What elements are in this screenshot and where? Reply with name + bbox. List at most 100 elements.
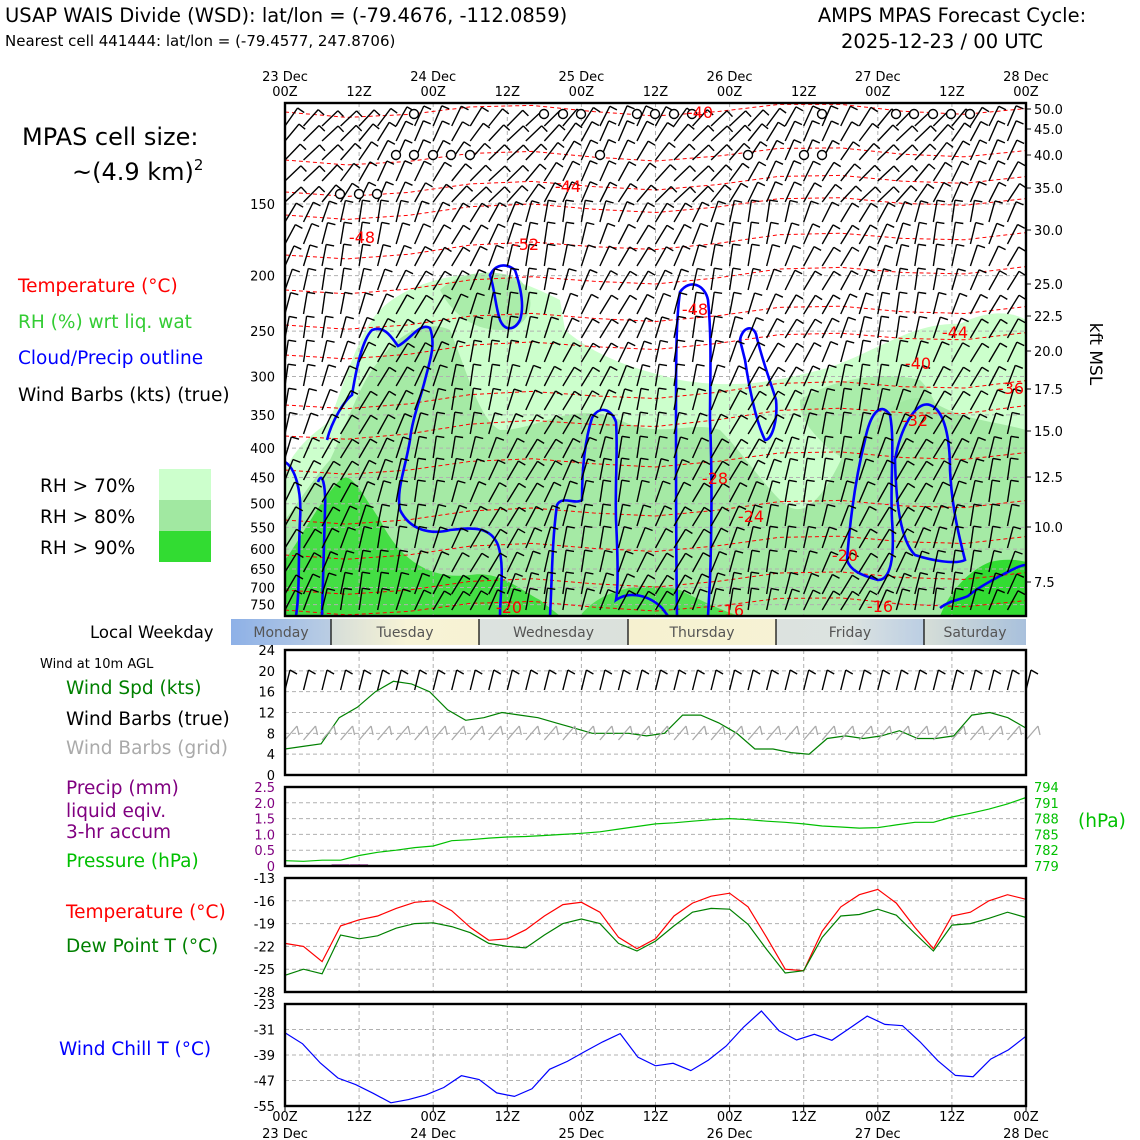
wind-barb (821, 504, 829, 527)
wind-barb (469, 436, 477, 459)
wind-barb-flag (881, 315, 890, 319)
grid-wind-barb-flag (407, 725, 411, 736)
wind-barb-flag (666, 224, 675, 231)
wind-barb-flag (337, 110, 344, 117)
wind-barb-flag (648, 224, 656, 230)
wind-barb-flag (991, 479, 1001, 483)
wind-barb (728, 365, 740, 387)
wind-barb-flag (1037, 141, 1044, 145)
pressure-tick-label: 350 (250, 409, 275, 424)
wind-barb-flag (843, 387, 853, 391)
height-tick-label: 15.0 (1034, 425, 1063, 440)
wind-barb-flag (852, 141, 861, 147)
wind-barb (784, 436, 793, 459)
wind-barb (840, 480, 848, 503)
wind-barb-flag (844, 435, 853, 439)
wind-barb-flag (854, 163, 862, 170)
wind-barb-flag (813, 245, 822, 252)
wind-barb (617, 436, 623, 459)
wind-barb (951, 160, 963, 182)
wind-barb (988, 504, 993, 527)
temperature-contour-label: -20 (496, 598, 522, 617)
wind-barb-flag (708, 144, 715, 152)
wind-barb (525, 550, 534, 573)
wind-barb-flag (974, 479, 983, 483)
wind-barb-flag (404, 160, 413, 165)
surface-wind-barb (395, 669, 402, 691)
grid-wind-barb (1006, 725, 1020, 741)
wind-barb-flag (733, 571, 742, 575)
wind-barb-flag (516, 437, 525, 443)
wind-barb-flag (745, 110, 752, 118)
wind-barb (988, 223, 998, 245)
wind-barb-flag (481, 552, 490, 559)
wind-barb-flag (533, 364, 542, 369)
wind-barb (340, 142, 356, 161)
wind-barb-flag (998, 181, 1007, 187)
wind-barb-flag (947, 124, 955, 131)
wind-barb (710, 482, 724, 503)
wind-barb-flag (777, 366, 786, 373)
wind-barb-flag (380, 199, 389, 203)
wind-barb-flag (863, 411, 872, 415)
wind-barb (914, 163, 930, 182)
wind-barb (840, 527, 851, 549)
wind-barb (562, 342, 575, 363)
wind-chill-panel: -55-47-39-31-23 (254, 998, 1028, 1115)
wind-barb (1006, 201, 1017, 223)
bottom-axis-hour: 00Z (420, 1110, 446, 1125)
wind-barb (988, 526, 994, 549)
wind-barb (821, 270, 835, 291)
wind-barb-flag (462, 574, 471, 580)
wind-barb-flag (936, 587, 945, 590)
wind-barb-flag (670, 186, 678, 193)
wind-barb (302, 292, 308, 315)
cell-size-value: ~(4.9 km)2 (72, 156, 203, 186)
bottom-axis-hour: 12Z (791, 1110, 817, 1125)
wind-barb-flag (628, 589, 637, 596)
wind-barb (858, 269, 869, 291)
wind-barb (285, 107, 299, 127)
wind-barb-flag (703, 482, 712, 488)
wind-barb-flag (530, 221, 539, 225)
wind-barb (747, 109, 764, 127)
wind-barb (488, 552, 501, 573)
temperature-contour-label: -32 (902, 411, 928, 430)
wind-barb-flag (424, 342, 433, 348)
wind-barb-flag (591, 390, 600, 396)
wind-barb-flag (790, 457, 799, 462)
wind-barb-flag (504, 144, 511, 151)
wind-barb-flag (794, 269, 803, 275)
wind-barb (1006, 120, 1017, 142)
wind-barb (877, 223, 888, 245)
wind-barb-flag (901, 243, 910, 248)
wind-barb-flag (399, 525, 408, 529)
wind-barb (969, 107, 983, 127)
wind-barb-flag (943, 365, 951, 371)
wind-barb (636, 317, 647, 339)
wind-barb-flag (499, 506, 508, 512)
wind-barb (543, 292, 551, 315)
wind-barb (803, 365, 814, 387)
wind-barb (506, 125, 524, 142)
wind-barb-flag (589, 160, 598, 165)
wind-barb-flag (485, 164, 492, 172)
wind-barb (525, 200, 533, 223)
wind-barb-flag (288, 363, 297, 366)
wind-barb-flag (331, 527, 340, 533)
wind-barb-flag (385, 181, 394, 186)
wind-barb (599, 245, 610, 267)
wind-barb (1025, 264, 1026, 266)
wind-barb (840, 552, 853, 573)
wind-barb-flag (573, 140, 582, 146)
wind-barb-flag (685, 528, 693, 535)
wind-barb-flag (645, 317, 654, 322)
wind-barb-flag (344, 221, 353, 225)
wind-barb (932, 268, 938, 291)
calm-circle (631, 108, 643, 120)
wind-barb-flag (851, 246, 860, 252)
wind-barb-flag (869, 505, 877, 511)
wind-barb-flag (807, 435, 817, 439)
wind-barb (506, 244, 514, 267)
wind-barb (377, 342, 390, 363)
